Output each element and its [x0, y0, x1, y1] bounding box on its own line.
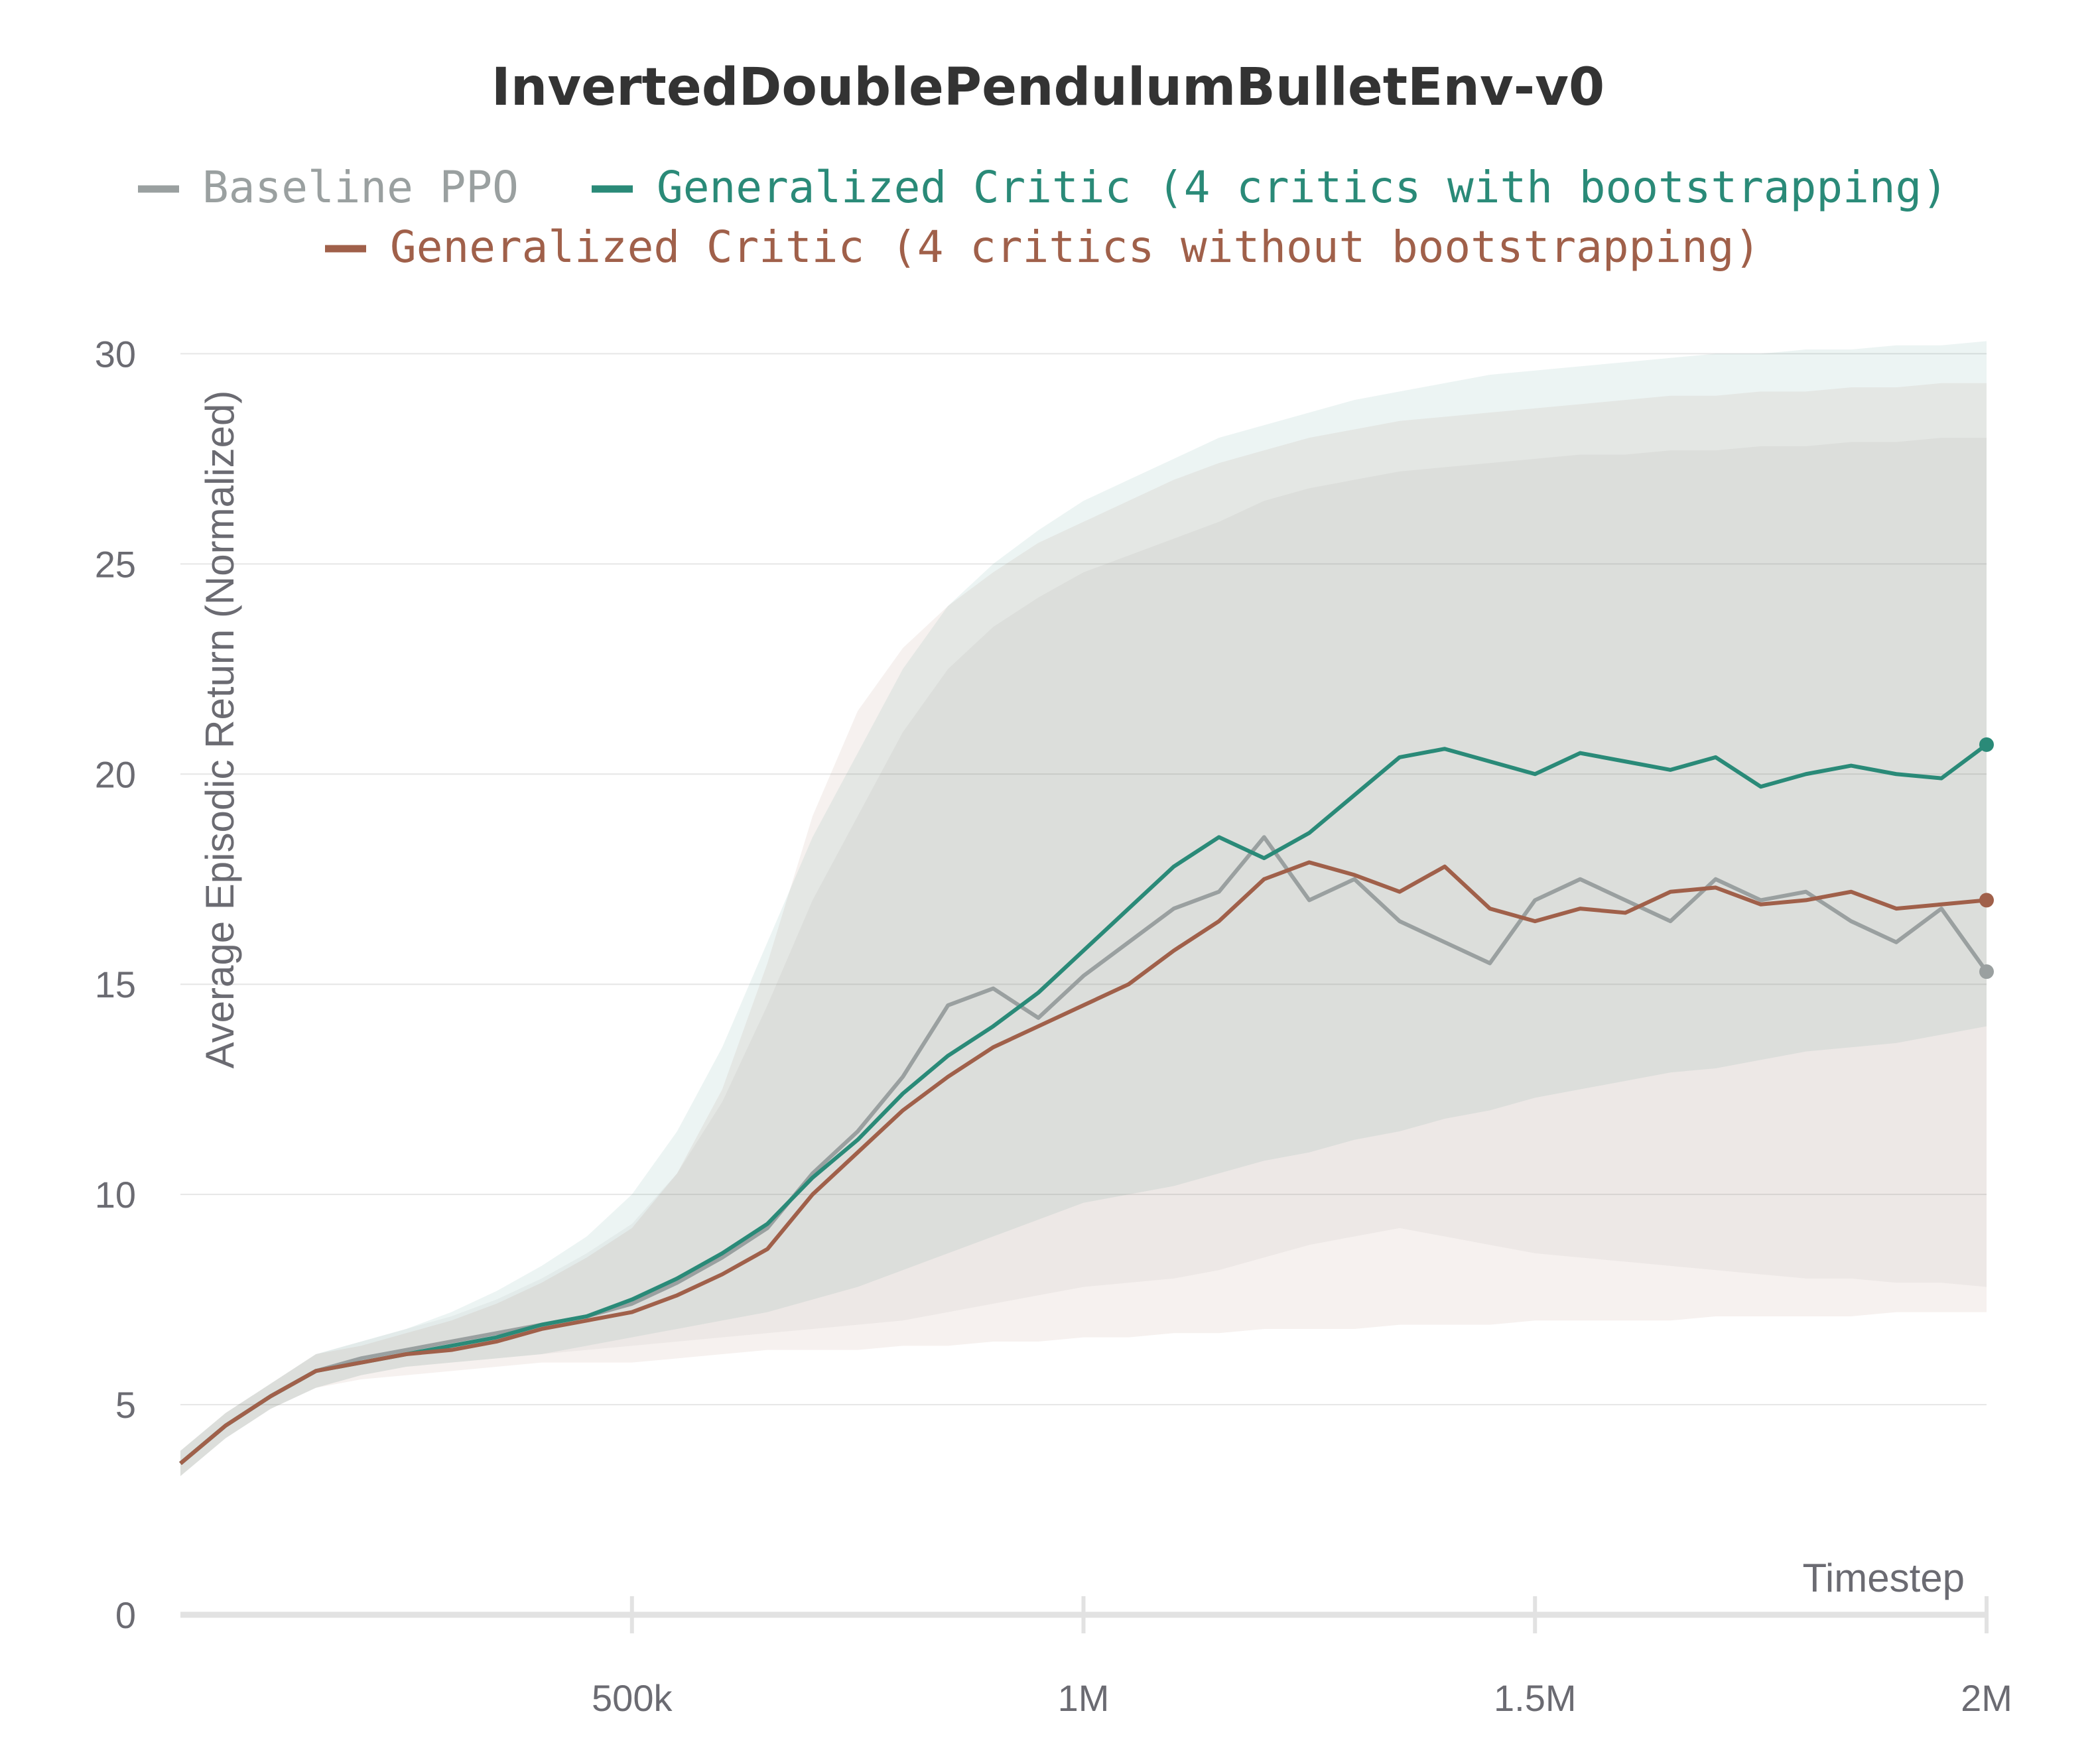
line-series-0: [179, 835, 1989, 1466]
band-series-0: [180, 438, 1987, 1476]
legend: Baseline PPO Generalized Critic (4 critic…: [138, 162, 1948, 273]
x-axis-ticks: 500k 1M 1.5M 2M: [592, 1596, 2012, 1719]
endpoint-series-2: [1979, 893, 1994, 908]
confidence-bands: [180, 341, 1987, 1476]
series-endpoints: [1979, 737, 1994, 979]
y-tick-label: 30: [95, 333, 136, 375]
legend-label-1: Generalized Critic (4 critics with boots…: [657, 162, 1948, 213]
y-tick-label: 20: [95, 753, 136, 795]
y-tick-label: 0: [115, 1594, 136, 1636]
endpoint-series-0: [1979, 964, 1994, 979]
x-axis-label: Timestep: [1802, 1556, 1965, 1600]
y-tick-label: 15: [95, 964, 136, 1005]
line-series-1: [179, 743, 1988, 1466]
y-axis-label: Average Episodic Return (Normalized): [198, 391, 242, 1069]
chart-title: InvertedDoublePendulumBulletEnv-v0: [491, 58, 1605, 117]
x-tick-label: 2M: [1961, 1677, 2012, 1719]
x-tick-label: 1M: [1058, 1677, 1110, 1719]
y-tick-label: 10: [95, 1174, 136, 1216]
line-series-2: [179, 860, 1987, 1466]
y-tick-label: 5: [115, 1384, 136, 1426]
x-tick-label: 1.5M: [1494, 1677, 1577, 1719]
x-tick-label: 500k: [592, 1677, 673, 1719]
gridlines: [180, 353, 1987, 1406]
legend-label-2: Generalized Critic (4 critics without bo…: [390, 221, 1760, 273]
band-series-1: [180, 341, 1987, 1476]
legend-label-0: Baseline PPO: [202, 162, 519, 213]
endpoint-series-1: [1979, 737, 1994, 752]
y-tick-label: 25: [95, 543, 136, 585]
y-axis-ticks: 0 5 10 15 20 25 30: [95, 333, 136, 1636]
series-lines: [179, 743, 1989, 1466]
band-series-2: [180, 383, 1987, 1476]
